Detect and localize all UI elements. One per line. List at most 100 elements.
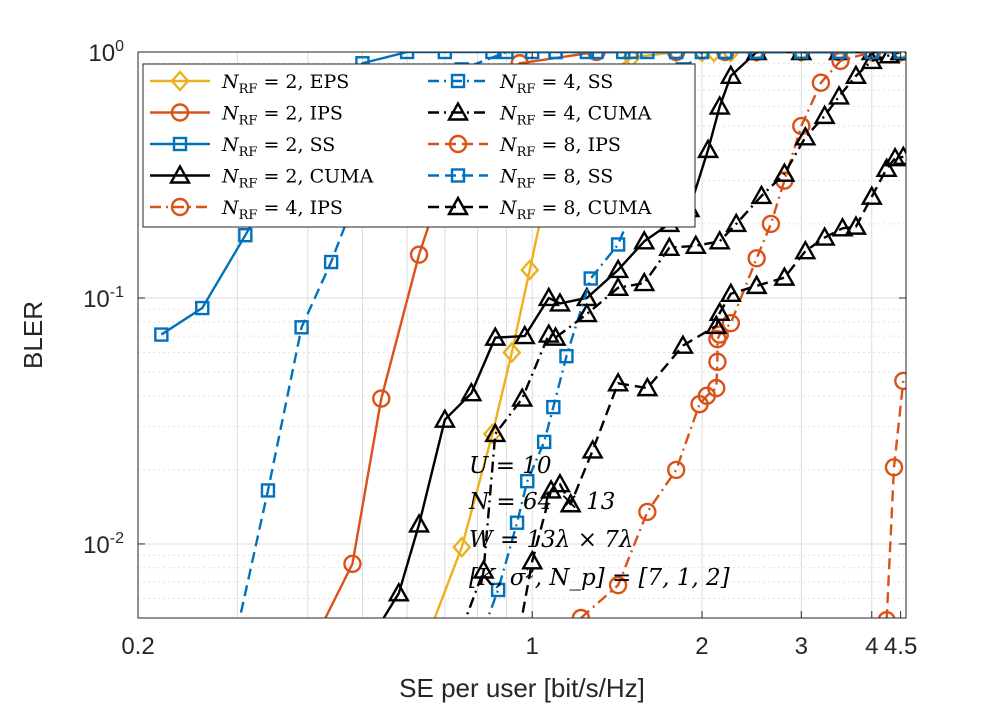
data-point [472,559,495,579]
data-point [387,581,410,602]
data-point [749,52,764,60]
data-point [490,582,506,598]
data-point [794,239,817,260]
data-point [862,52,881,62]
series-7 [461,52,906,618]
data-point [452,536,472,559]
legend-marker [170,70,190,92]
data-point [710,325,729,344]
series-8 [877,371,906,618]
plot-frame [137,51,907,619]
series-line [885,380,905,618]
data-point [773,162,796,182]
data-point [633,229,656,250]
legend-label: NRF = 2, CUMA [221,166,374,192]
data-point [610,237,626,252]
data-point [684,234,707,254]
data-point [671,334,694,354]
x-tick-label: 1 [526,633,539,660]
data-point [696,138,720,159]
data-point [894,371,906,391]
legend-label: NRF = 4, SS [499,71,613,97]
data-point [666,52,686,62]
data-point [422,620,438,638]
data-point [608,575,628,595]
legend-marker [170,197,190,217]
data-point [195,300,210,316]
data-point [537,286,560,307]
legend-marker [170,103,190,122]
data-point [705,314,728,335]
data-point [484,422,507,443]
data-point [548,52,563,60]
x-tick-label: 3 [795,633,808,660]
data-point [828,84,851,105]
data-point [583,271,598,286]
data-point [704,52,724,63]
data-point [511,387,534,407]
data-point [571,608,591,618]
data-point [294,320,309,335]
data-point [260,483,276,498]
data-point [831,216,854,237]
data-point [154,327,169,342]
data-point [575,302,598,323]
data-point [745,274,768,295]
data-point [579,52,595,60]
legend-marker [446,101,470,121]
series-line [580,52,901,618]
legend-marker [448,134,468,154]
data-point [409,245,429,264]
data-point [478,623,490,635]
data-point [461,617,462,618]
data-point [721,52,741,63]
data-point [624,52,639,60]
data-point [884,146,906,167]
annotation-line: [K, σ², N_p] = [7, 1, 2] [469,565,730,591]
data-point [707,378,726,398]
series-line [486,52,901,618]
data-point [860,185,883,205]
data-point [323,254,339,270]
annotation-line: W = 13λ × 7λ [469,527,633,553]
data-point [509,515,525,530]
y-axis-title: BLER [18,301,48,369]
data-point [499,52,514,60]
series-line [324,52,901,618]
legend: NRF = 2, EPS NRF = 2, IPS NRF = 2, SS NRF =… [142,63,696,228]
data-point [536,434,552,450]
series-5 [571,52,906,618]
data-point [607,371,630,392]
legend-label: NRF = 8, IPS [499,134,621,160]
legend-label: NRF = 2, IPS [221,103,343,129]
data-point [860,52,883,70]
data-point [718,52,733,60]
legend-label: NRF = 8, CUMA [499,197,652,223]
data-point [399,52,415,60]
data-point [708,301,731,322]
data-point [616,52,631,60]
series-line [520,155,904,618]
x-tick-label: 4 [865,633,878,660]
data-point [548,472,572,493]
data-point [559,348,574,364]
data-point [877,610,896,618]
data-point [544,326,567,346]
data-point [437,52,453,60]
legend-label: NRF = 2, EPS [221,71,349,97]
x-tick-label: 0.2 [121,633,154,660]
data-point [559,492,582,513]
data-point [750,184,773,205]
y-tick-label: 10-2 [83,530,124,559]
series-line [382,52,901,618]
annotation-line: N = 64 × 13 [468,489,615,515]
x-tick-label: 2 [695,633,708,660]
data-point [546,399,561,415]
data-point [502,341,522,364]
data-point [811,73,831,92]
y-axis-ticks: 10-2 10-1 100 [83,38,906,559]
data-point [794,125,817,146]
data-point [666,460,686,480]
data-point [875,157,898,178]
